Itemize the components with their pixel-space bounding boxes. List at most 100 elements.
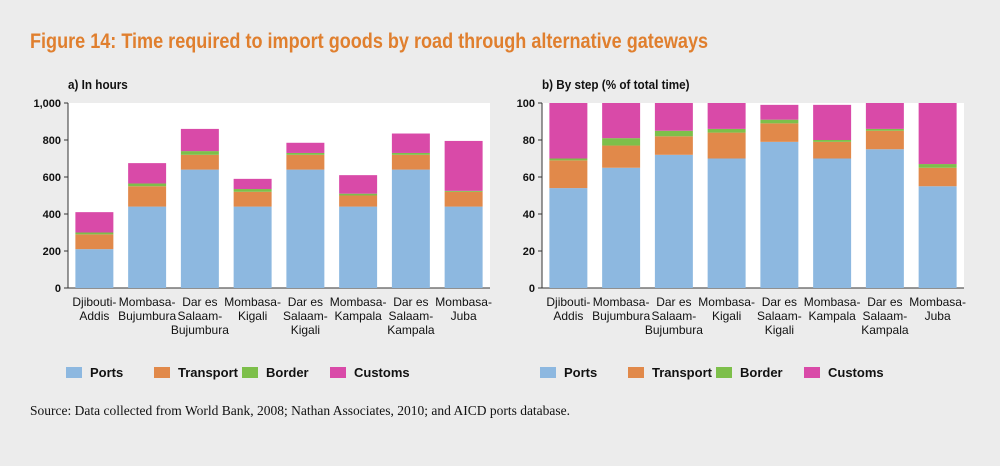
bar-segment-ports — [813, 158, 852, 288]
y-tick-label: 60 — [523, 172, 535, 184]
legend-swatch-customs — [330, 367, 346, 378]
bar-segment-customs — [391, 133, 430, 153]
legend-swatch-border — [242, 367, 258, 378]
bar-segment-customs — [918, 103, 957, 165]
bar-segment-ports — [444, 206, 483, 288]
bar-segment-customs — [339, 175, 378, 194]
x-tick-label: Dar es Salaam-Bujumbura — [171, 295, 229, 337]
legend-item-ports: Ports — [66, 365, 154, 380]
bar-segment-transport — [654, 136, 693, 155]
legend-swatch-ports — [66, 367, 82, 378]
legend-label-customs: Customs — [354, 365, 410, 380]
x-tick-label: Dar es Salaam-Kigali — [283, 295, 328, 337]
bar-segment-border — [654, 130, 693, 137]
x-tick-label: Dar es Salaam-Kampala — [861, 295, 909, 337]
bar-segment-customs — [286, 142, 325, 153]
x-tick-label: Mombasa-Bujumbura — [118, 295, 176, 323]
chart-percent: 0 20 40 60 80 100 Djibouti-AddisMombasa-Bujumb… — [517, 98, 966, 337]
bar-segment-ports — [654, 154, 693, 288]
legend-item-border: Border — [716, 365, 804, 380]
chart-title-hours: a) In hours — [68, 77, 128, 92]
bar-segment-border — [233, 189, 272, 192]
bar-segment-transport — [813, 141, 852, 159]
bar-segment-transport — [865, 130, 904, 150]
bar-segment-customs — [654, 103, 693, 131]
x-tick-label: Djibouti-Addis — [546, 295, 590, 323]
bar-segment-ports — [128, 206, 167, 288]
bar-segment-border — [391, 152, 430, 155]
y-tick-label: 20 — [523, 246, 535, 258]
bar-segment-transport — [760, 123, 799, 142]
bar-segment-transport — [918, 167, 957, 187]
legend-label-transport: Transport — [178, 365, 238, 380]
y-tick-label: 40 — [523, 209, 535, 221]
bar-segment-customs — [602, 103, 641, 139]
x-tick-label: Mombasa-Kampala — [804, 295, 861, 323]
bar-segment-customs — [180, 128, 219, 152]
bar-segment-customs — [233, 178, 272, 190]
x-tick-label: Mombasa-Bujumbura — [592, 295, 650, 323]
legend-swatch-transport — [154, 367, 170, 378]
bar-segment-ports — [286, 169, 325, 288]
x-tick-label: Dar es Salaam-Bujumbura — [645, 295, 703, 337]
legend-swatch-transport — [628, 367, 644, 378]
legend-label-ports: Ports — [564, 365, 598, 380]
y-tick-label: 400 — [43, 209, 61, 221]
x-tick-label: Mombasa-Kigali — [224, 295, 281, 323]
bar-segment-border — [813, 140, 852, 142]
bar-segment-customs — [444, 140, 483, 191]
x-tick-label: Mombasa-Juba — [909, 295, 966, 323]
bar-segment-ports — [180, 169, 219, 288]
legend-swatch-customs — [804, 367, 820, 378]
bar-segment-ports — [707, 158, 746, 288]
bar-segment-customs — [865, 103, 904, 129]
bar-segment-ports — [75, 249, 114, 288]
bar-segment-transport — [602, 145, 641, 168]
x-tick-label: Dar es Salaam-Kampala — [387, 295, 435, 337]
bar-segment-transport — [444, 191, 483, 207]
legend-label-border: Border — [740, 365, 783, 380]
bar-segment-transport — [391, 154, 430, 170]
bar-segment-transport — [128, 186, 167, 207]
y-tick-label: 600 — [43, 172, 61, 184]
bar-segment-border — [75, 232, 114, 235]
bar-segment-ports — [339, 206, 378, 288]
legend-swatch-border — [716, 367, 732, 378]
bar-segment-ports — [865, 149, 904, 288]
bar-segment-border — [339, 193, 378, 196]
bar-segment-transport — [75, 234, 114, 250]
legend-item-ports: Ports — [540, 365, 628, 380]
chart-title-percent: b) By step (% of total time) — [542, 77, 690, 92]
legend-label-border: Border — [266, 365, 309, 380]
bar-segment-ports — [918, 186, 957, 288]
y-tick-label: 1,000 — [33, 98, 61, 110]
y-tick-label: 800 — [43, 135, 61, 147]
legend-label-ports: Ports — [90, 365, 124, 380]
bar-segment-ports — [549, 188, 588, 288]
bar-segment-ports — [233, 206, 272, 288]
bar-segment-transport — [549, 160, 588, 189]
bar-segment-transport — [233, 191, 272, 207]
bar-segment-border — [444, 190, 483, 192]
legend-item-transport: Transport — [154, 365, 242, 380]
x-tick-label: Dar es Salaam-Kigali — [757, 295, 802, 337]
y-tick-label: 100 — [517, 98, 535, 110]
chart-panel-percent: b) By step (% of total time) 0 20 40 60 80 10… — [500, 75, 1000, 395]
figure-title: Figure 14: Time required to import goods… — [30, 30, 709, 53]
bar-segment-transport — [339, 195, 378, 207]
x-tick-label: Djibouti-Addis — [72, 295, 116, 323]
y-tick-label: 0 — [55, 283, 61, 295]
bar-segment-transport — [286, 154, 325, 170]
y-tick-label: 80 — [523, 135, 535, 147]
bar-segment-ports — [602, 167, 641, 288]
legend-item-transport: Transport — [628, 365, 716, 380]
y-tick-label: 200 — [43, 246, 61, 258]
legend-item-customs: Customs — [330, 365, 418, 380]
bar-segment-border — [918, 164, 957, 168]
bar-segment-border — [602, 138, 641, 146]
bar-segment-customs — [813, 104, 852, 140]
bar-segment-border — [128, 183, 167, 187]
bar-segment-customs — [707, 103, 746, 129]
bar-segment-border — [707, 128, 746, 133]
bar-segment-customs — [75, 212, 114, 233]
